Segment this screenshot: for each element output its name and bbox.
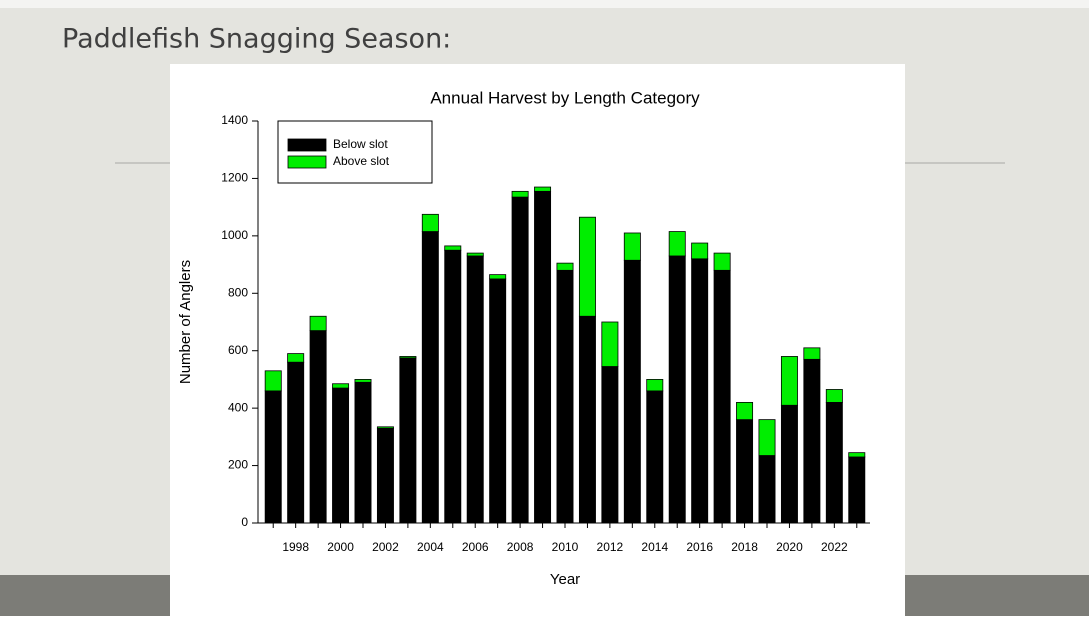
- bar-segment: [287, 361, 305, 524]
- y-tick-label: 400: [228, 400, 248, 414]
- x-tick-label: 2018: [731, 540, 758, 554]
- bar-segment: [691, 258, 709, 524]
- x-tick-label: 2014: [641, 540, 668, 554]
- x-tick-label: 2022: [821, 540, 848, 554]
- y-tick-label: 1000: [221, 228, 248, 242]
- bar-segment: [668, 231, 686, 257]
- y-tick-label: 1400: [221, 113, 248, 127]
- bar-segment: [556, 269, 574, 524]
- bar-segment: [264, 390, 282, 524]
- legend-box: [277, 120, 433, 184]
- slide-title: Paddlefish Snagging Season:: [62, 24, 451, 55]
- bar-segment: [668, 255, 686, 524]
- bar-segment: [713, 252, 731, 271]
- bar-segment: [354, 379, 372, 383]
- bar-segment: [466, 252, 484, 257]
- bar-segment: [399, 357, 417, 524]
- bar-segment: [736, 419, 754, 524]
- bar-segment: [848, 456, 866, 524]
- x-tick-label: 2006: [462, 540, 489, 554]
- bar-segment: [803, 347, 821, 360]
- y-tick-label: 200: [228, 458, 248, 472]
- y-axis-label: Number of Anglers: [177, 260, 194, 384]
- x-tick-label: 2010: [552, 540, 579, 554]
- bar-segment: [758, 455, 776, 524]
- top-band: [0, 0, 1089, 8]
- bar-segment: [444, 245, 462, 251]
- bar-segment: [780, 356, 798, 406]
- bar-segment: [399, 356, 417, 359]
- bar-segment: [691, 242, 709, 260]
- bar-segment: [489, 274, 507, 280]
- bar-segment: [825, 401, 843, 524]
- bar-segment: [511, 190, 529, 198]
- x-tick-label: 2000: [327, 540, 354, 554]
- x-tick-label: 2016: [686, 540, 713, 554]
- y-tick-label: 1200: [221, 171, 248, 185]
- x-tick-label: 2002: [372, 540, 399, 554]
- bar-segment: [646, 390, 664, 524]
- bar-segment: [825, 389, 843, 403]
- bar-segment: [264, 370, 282, 392]
- y-tick-label: 800: [228, 285, 248, 299]
- bar-segment: [736, 401, 754, 421]
- x-tick-label: 2020: [776, 540, 803, 554]
- bar-segment: [489, 278, 507, 524]
- x-axis-label: Year: [550, 571, 580, 588]
- bar-segment: [287, 353, 305, 363]
- bar-segment: [421, 231, 439, 524]
- bar-segment: [466, 255, 484, 524]
- legend-label: Above slot: [333, 154, 390, 168]
- bar-segment: [578, 216, 596, 317]
- bar-segment: [354, 381, 372, 524]
- x-tick-label: 2004: [417, 540, 444, 554]
- bar-segment: [376, 427, 394, 524]
- bar-segment: [601, 321, 619, 367]
- chart-title: Annual Harvest by Length Category: [430, 88, 700, 107]
- legend-swatch: [287, 155, 327, 169]
- bar-segment: [803, 358, 821, 524]
- bar-segment: [578, 315, 596, 524]
- bar-segment: [534, 190, 552, 524]
- bar-segment: [780, 404, 798, 524]
- bar-segment: [623, 259, 641, 524]
- bar-segment: [601, 366, 619, 524]
- bar-segment: [646, 379, 664, 392]
- legend-label: Below slot: [333, 137, 388, 151]
- bar-segment: [309, 330, 327, 524]
- bar-segment: [713, 269, 731, 524]
- y-tick-label: 0: [241, 515, 248, 529]
- bar-segment: [332, 387, 350, 524]
- legend-swatch: [287, 138, 327, 152]
- bar-segment: [848, 452, 866, 458]
- bar-segment: [623, 232, 641, 261]
- bar-segment: [534, 186, 552, 192]
- bar-segment: [309, 315, 327, 332]
- bar-segment: [556, 262, 574, 271]
- x-tick-label: 1998: [282, 540, 309, 554]
- bar-segment: [444, 249, 462, 524]
- bar-segment: [511, 196, 529, 524]
- bar-segment: [421, 213, 439, 232]
- bar-segment: [376, 426, 394, 429]
- x-tick-label: 2008: [507, 540, 534, 554]
- plot: 0 200 400 600 800 1000 1200 1400 1998 2000 2002 200…: [221, 113, 870, 554]
- bar-segment: [758, 419, 776, 456]
- x-tick-label: 2012: [597, 540, 624, 554]
- bar-segment: [332, 383, 350, 389]
- y-tick-label: 600: [228, 343, 248, 357]
